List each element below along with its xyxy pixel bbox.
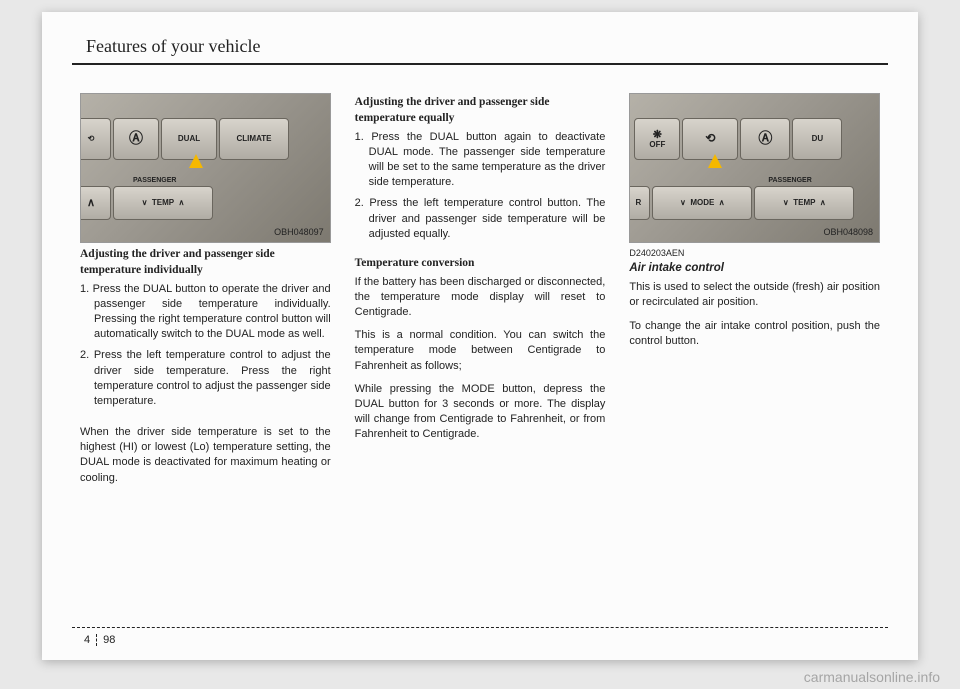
watermark: carmanualsonline.info (804, 669, 940, 685)
mode-button-icon: ∨ MODE ∧ (652, 186, 752, 220)
page-number: 4 98 (72, 634, 888, 646)
para-hi-lo: When the driver side temperature is set … (80, 425, 331, 486)
step-2a: 2. Press the left temperature control to… (80, 348, 331, 409)
para-normal: This is a normal condition. You can swit… (355, 328, 606, 374)
step-2b: 2. Press the left temperature control bu… (355, 196, 606, 242)
footer-rule (72, 627, 888, 628)
subhead-individual: Adjusting the driver and passenger side … (80, 247, 331, 279)
passenger-label: PASSENGER (133, 176, 176, 186)
page-title: Features of your vehicle (72, 36, 888, 57)
column-1: ⟲ Ⓐ DUAL CLIMATE PASSENGER ∧ ∨ TEMP ∧ OB… (80, 93, 331, 494)
section-code: D240203AEN (629, 247, 880, 259)
photo-dual-button: ⟲ Ⓐ DUAL CLIMATE PASSENGER ∧ ∨ TEMP ∧ OB… (80, 93, 331, 243)
auto-button-icon: Ⓐ (740, 118, 790, 160)
column-3: ❋OFF ⟲ Ⓐ DU PASSENGER R ∨ MODE ∧ ∨ TEMP … (629, 93, 880, 494)
chapter-number: 4 (84, 634, 97, 646)
para-mode-dual: While pressing the MODE button, depress … (355, 382, 606, 443)
header-rule (72, 63, 888, 65)
auto-button-icon: Ⓐ (113, 118, 159, 160)
para-air-intake-1: This is used to select the outside (fres… (629, 280, 880, 310)
photo-code-1: OBH048097 (274, 226, 324, 238)
manual-page: Features of your vehicle ⟲ Ⓐ DUAL CLIMAT… (42, 12, 918, 660)
content-columns: ⟲ Ⓐ DUAL CLIMATE PASSENGER ∧ ∨ TEMP ∧ OB… (72, 93, 888, 494)
subhead-air-intake: Air intake control (629, 261, 880, 277)
para-battery: If the battery has been discharged or di… (355, 275, 606, 321)
off-button-icon: ❋OFF (634, 118, 680, 160)
passenger-label: PASSENGER (768, 176, 811, 186)
arrow-indicator-icon (708, 154, 722, 168)
page-footer: 4 98 (72, 627, 888, 646)
recirculate-button-icon: ⟲ (80, 118, 111, 160)
arrow-indicator-icon (189, 154, 203, 168)
subhead-equal: Adjusting the driver and passenger side … (355, 95, 606, 127)
subhead-temp-conversion: Temperature conversion (355, 256, 606, 272)
dual-button-icon: DU (792, 118, 842, 160)
climate-button-icon: CLIMATE (219, 118, 289, 160)
step-1b: 1. Press the DUAL button again to deac­t… (355, 130, 606, 191)
temp-button-icon: ∨ TEMP ∧ (113, 186, 213, 220)
para-air-intake-2: To change the air intake control positio… (629, 319, 880, 349)
column-2: Adjusting the driver and passenger side … (355, 93, 606, 494)
photo-code-2: OBH048098 (823, 226, 873, 238)
temp-button-icon: ∨ TEMP ∧ (754, 186, 854, 220)
page-num: 98 (103, 634, 115, 646)
r-button-icon: R (629, 186, 650, 220)
photo-air-intake: ❋OFF ⟲ Ⓐ DU PASSENGER R ∨ MODE ∧ ∨ TEMP … (629, 93, 880, 243)
step-1a: 1. Press the DUAL button to operate the … (80, 282, 331, 343)
arrow-up-button-icon: ∧ (80, 186, 111, 220)
